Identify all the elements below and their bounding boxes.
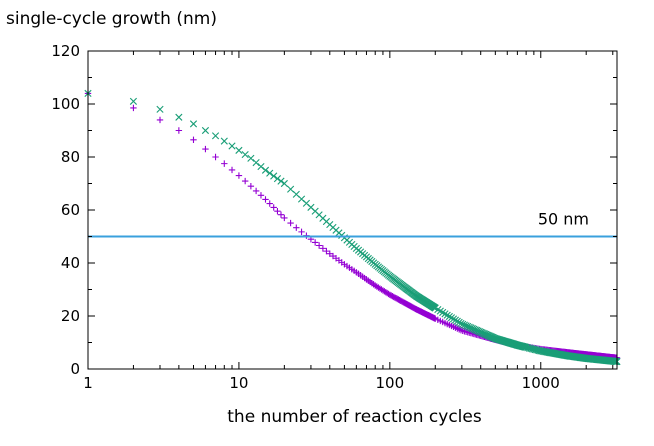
reference-line-label: 50 nm <box>538 210 589 229</box>
series-x-point <box>156 105 164 113</box>
series-x-point <box>201 126 210 135</box>
series-x-point <box>533 346 541 354</box>
x-tick-label: 1 <box>83 374 93 392</box>
series-plus-point <box>228 166 236 174</box>
y-tick-label: 20 <box>61 307 80 325</box>
y-axis-title: single-cycle growth (nm) <box>6 9 217 29</box>
series-x-point <box>129 97 138 105</box>
series-x-point <box>257 162 265 171</box>
tick-labels: 1 10 100 1000 0 20 40 60 80 100 120 <box>51 42 559 392</box>
series-x-point <box>261 166 270 174</box>
series-x-point <box>449 315 458 323</box>
y-tick-label: 100 <box>51 95 80 113</box>
series-x-point <box>220 137 228 145</box>
series-plus-point <box>262 196 269 203</box>
series-x-point <box>247 154 255 162</box>
series-x-point <box>189 120 198 128</box>
series-x-point <box>447 314 456 322</box>
series-x-point <box>445 312 453 321</box>
series-x-point <box>235 146 243 154</box>
y-tick-label: 120 <box>51 42 80 60</box>
series-x-point <box>241 150 249 159</box>
series-plus-point <box>202 145 209 153</box>
series-plus-point <box>281 214 288 222</box>
axis-ticks <box>87 50 617 370</box>
series-plus-point <box>130 104 137 112</box>
series-x-point <box>266 169 274 177</box>
series-plus-point <box>293 224 300 231</box>
series-plus-point <box>319 245 327 252</box>
x-tick-label: 100 <box>376 374 405 392</box>
y-tick-label: 60 <box>61 201 80 219</box>
series-plus-point <box>311 239 319 246</box>
series-x-point <box>252 159 260 167</box>
series-x-point <box>457 319 465 328</box>
series-plus-point <box>257 192 265 199</box>
series-plus-point <box>287 219 294 227</box>
series-plus-point <box>277 211 285 218</box>
series-x-point <box>273 175 282 183</box>
series-x-point <box>277 177 285 185</box>
series-x-point <box>443 311 451 319</box>
series-plus-point <box>266 200 273 207</box>
series-plus-point <box>190 136 197 143</box>
series-x-point <box>531 346 539 354</box>
x-tick-label: 1000 <box>522 374 560 392</box>
series-plus-point <box>270 204 277 211</box>
series-plus-point <box>235 172 243 179</box>
series-plus-point <box>315 242 323 249</box>
series-plus-point <box>175 127 183 134</box>
x-tick-label: 10 <box>229 374 248 392</box>
series-x-point <box>211 132 220 140</box>
series-plus-point <box>252 187 260 195</box>
series-plus-point <box>298 228 305 236</box>
series-plus-point <box>212 153 219 161</box>
series-plus-point <box>323 247 330 255</box>
series-x-point <box>280 179 288 188</box>
y-tick-label: 0 <box>70 360 80 378</box>
y-tick-label: 40 <box>61 254 80 272</box>
series-plus-point <box>156 116 164 124</box>
series-plus-point <box>274 207 281 215</box>
series-plus-point <box>221 160 228 167</box>
series-x-point <box>287 185 295 193</box>
x-axis-title: the number of reaction cycles <box>227 407 482 427</box>
series-x-point <box>270 172 278 180</box>
series-x-point <box>228 142 236 150</box>
series-plus-point <box>247 182 255 190</box>
y-tick-label: 80 <box>61 148 80 166</box>
series-plus-point <box>241 177 249 185</box>
series-x-point <box>175 113 183 121</box>
